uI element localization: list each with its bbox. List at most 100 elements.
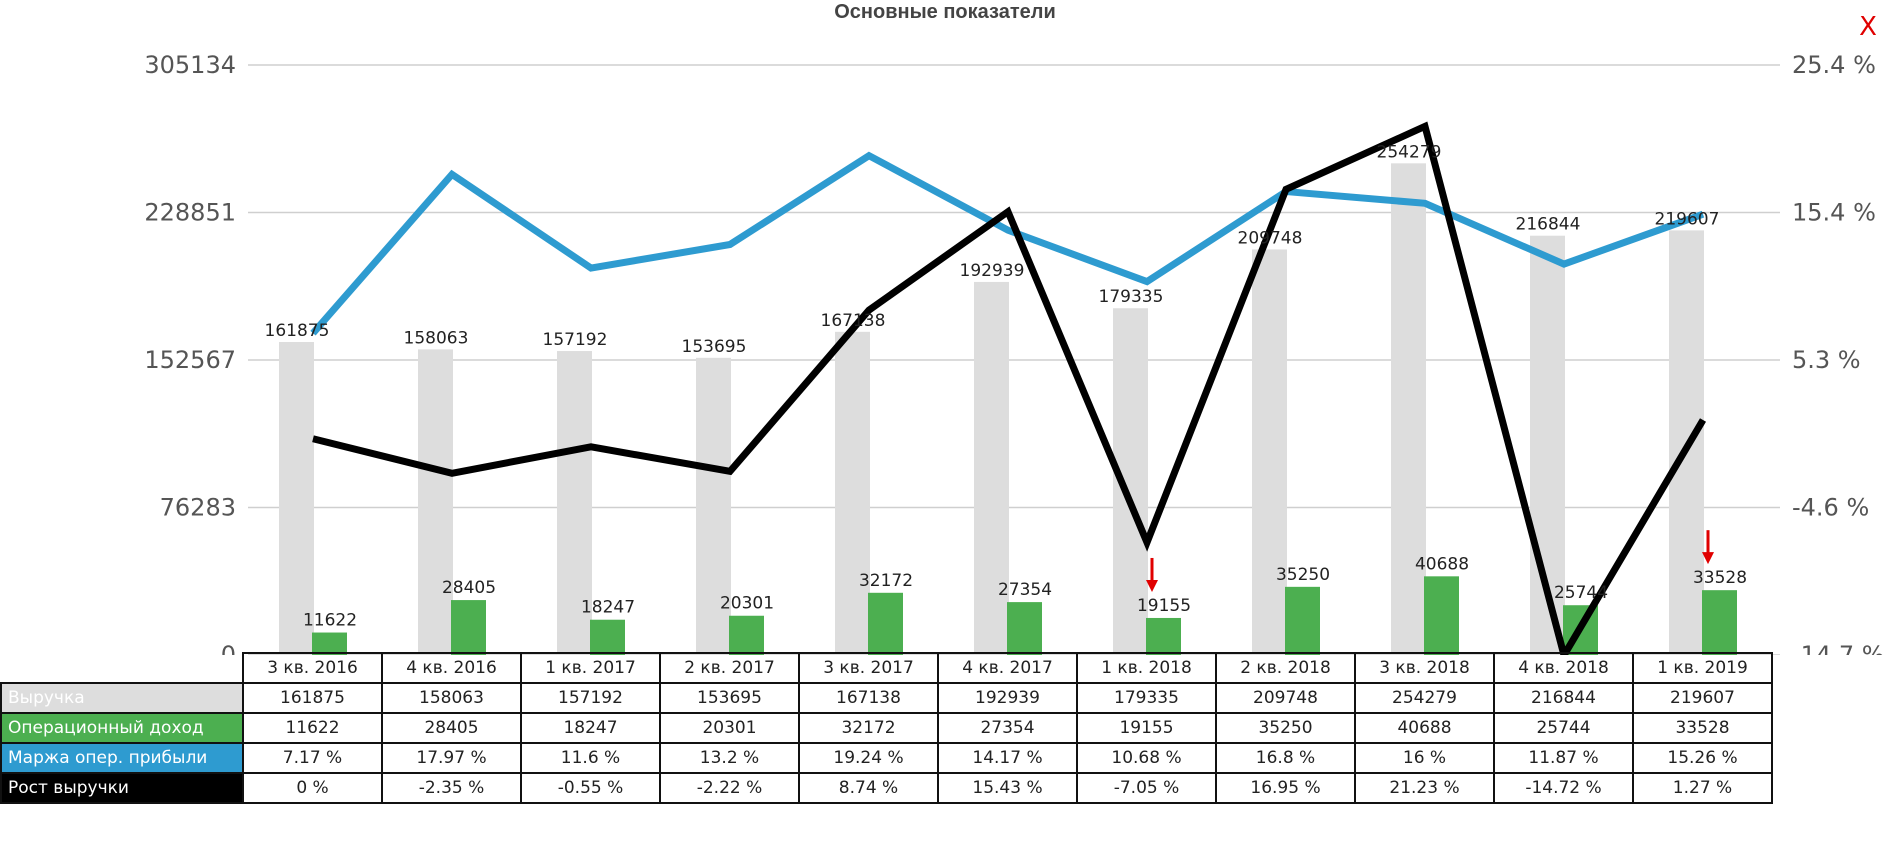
table-row: Операционный доход 11622 28405 18247 20301 32… <box>0 712 1773 744</box>
table-row-label: Маржа опер. прибыли <box>0 742 244 774</box>
decline-arrow-icon <box>1702 530 1714 565</box>
table-cell: 19155 <box>1076 712 1217 744</box>
close-icon[interactable]: X <box>1859 12 1877 42</box>
table-header-cell: 4 кв. 2018 <box>1493 652 1634 684</box>
y-tick-right: 5.3 % <box>1792 346 1861 374</box>
revenue-bar-label: 161875 <box>265 321 330 341</box>
operating-income-bar <box>1702 590 1737 655</box>
table-cell: 28405 <box>381 712 522 744</box>
table-cell: 167138 <box>798 682 939 714</box>
y-tick-right: 25.4 % <box>1792 51 1876 79</box>
table-cell: 219607 <box>1632 682 1773 714</box>
revenue-bar <box>1391 163 1426 655</box>
table-cell: 16.95 % <box>1215 772 1356 804</box>
y-tick-left: 152567 <box>144 346 236 374</box>
revenue-bar-label: 219607 <box>1655 209 1720 229</box>
operating-income-bar-label: 20301 <box>720 594 774 614</box>
table-cell: 18247 <box>520 712 661 744</box>
table-header-cell: 2 кв. 2017 <box>659 652 800 684</box>
table-header-cell: 2 кв. 2018 <box>1215 652 1356 684</box>
table-row-label: Выручка <box>0 682 244 714</box>
decline-markers <box>1146 530 1714 592</box>
table-cell: 16 % <box>1354 742 1495 774</box>
table-header-cell: 3 кв. 2016 <box>242 652 383 684</box>
table-cell: 33528 <box>1632 712 1773 744</box>
revenue-bar <box>279 342 314 655</box>
revenue-bar-label: 157192 <box>543 330 608 350</box>
revenue-growth-line <box>312 121 1707 655</box>
table-cell: 0 % <box>242 772 383 804</box>
operating-income-bar-label: 18247 <box>581 598 635 618</box>
table-cell: 158063 <box>381 682 522 714</box>
operating-income-bar-label: 25744 <box>1554 583 1608 603</box>
operating-income-bar-label: 27354 <box>998 580 1052 600</box>
y-tick-right: 15.4 % <box>1792 199 1876 227</box>
table-header-cell: 1 кв. 2017 <box>520 652 661 684</box>
table-header-row: 3 кв. 2016 4 кв. 2016 1 кв. 2017 2 кв. 2017… <box>1 652 1773 684</box>
table-row: Выручка 161875 158063 157192 153695 167138 192… <box>0 682 1773 714</box>
table-cell: 1.27 % <box>1632 772 1773 804</box>
operating-income-bar <box>1146 617 1181 655</box>
revenue-bar-label: 167138 <box>821 311 886 331</box>
operating-income-bar-label: 40688 <box>1415 554 1469 574</box>
table-cell: 20301 <box>659 712 800 744</box>
table-cell: 27354 <box>937 712 1078 744</box>
y-axis-left: 305134 228851 152567 76283 0 <box>144 51 236 655</box>
revenue-bar-label: 153695 <box>682 337 747 357</box>
y-tick-left: 305134 <box>144 51 236 79</box>
table-cell: 17.97 % <box>381 742 522 774</box>
table-cell: 32172 <box>798 712 939 744</box>
table-cell: 25744 <box>1493 712 1634 744</box>
table-cell: -14.72 % <box>1493 772 1634 804</box>
table-cell: -2.35 % <box>381 772 522 804</box>
table-cell: 13.2 % <box>659 742 800 774</box>
y-axis-right: 25.4 % 15.4 % 5.3 % -4.6 % -14.7 % <box>1792 51 1885 655</box>
table-cell: 161875 <box>242 682 383 714</box>
bar-labels: 161875 11622 158063 28405 157192 18247 153695 2… <box>265 142 1748 630</box>
operating-income-bar-label: 19155 <box>1137 596 1191 616</box>
table-header-cell: 3 кв. 2018 <box>1354 652 1495 684</box>
table-header-cell: 1 кв. 2018 <box>1076 652 1217 684</box>
table-cell: 19.24 % <box>798 742 939 774</box>
table-cell: 254279 <box>1354 682 1495 714</box>
table-cell: 40688 <box>1354 712 1495 744</box>
table-cell: 192939 <box>937 682 1078 714</box>
table-cell: 21.23 % <box>1354 772 1495 804</box>
data-table: 3 кв. 2016 4 кв. 2016 1 кв. 2017 2 кв. 2017… <box>0 652 1773 804</box>
y-tick-left: 228851 <box>144 199 236 227</box>
operating-income-bar <box>590 619 625 655</box>
revenue-bar <box>418 349 453 655</box>
operating-income-bar <box>729 615 764 655</box>
table-row-label: Рост выручки <box>0 772 244 804</box>
revenue-bar-label: 216844 <box>1516 215 1581 235</box>
table-cell: 11622 <box>242 712 383 744</box>
operating-income-bar-label: 35250 <box>1276 565 1330 585</box>
y-tick-left: 0 <box>221 641 236 655</box>
revenue-bar-label: 179335 <box>1099 287 1164 307</box>
revenue-bar <box>1252 249 1287 655</box>
revenue-bar <box>557 351 592 655</box>
y-tick-left: 76283 <box>160 494 236 522</box>
operating-income-bar-label: 11622 <box>303 611 357 631</box>
chart: Основные показатели X 305134 228851 152567… <box>144 1 1885 655</box>
table-cell: 15.26 % <box>1632 742 1773 774</box>
table-cell: 7.17 % <box>242 742 383 774</box>
table-cell: 10.68 % <box>1076 742 1217 774</box>
table-header-cell: 4 кв. 2016 <box>381 652 522 684</box>
table-cell: -2.22 % <box>659 772 800 804</box>
revenue-bar-label: 192939 <box>960 261 1025 281</box>
table-cell: 11.87 % <box>1493 742 1634 774</box>
revenue-bar <box>974 281 1009 655</box>
table-cell: -0.55 % <box>520 772 661 804</box>
operating-income-bar <box>868 592 903 655</box>
table-cell: 8.74 % <box>798 772 939 804</box>
table-row: Рост выручки 0 % -2.35 % -0.55 % -2.22 % 8.74… <box>0 772 1773 804</box>
operating-income-bar-label: 33528 <box>1693 568 1747 588</box>
operating-income-bar <box>1424 576 1459 655</box>
operating-income-bar <box>1007 602 1042 655</box>
lines <box>310 121 1707 655</box>
table-cell: 209748 <box>1215 682 1356 714</box>
table-cell: 216844 <box>1493 682 1634 714</box>
operating-income-bar <box>451 600 486 655</box>
table-header-cell: 4 кв. 2017 <box>937 652 1078 684</box>
